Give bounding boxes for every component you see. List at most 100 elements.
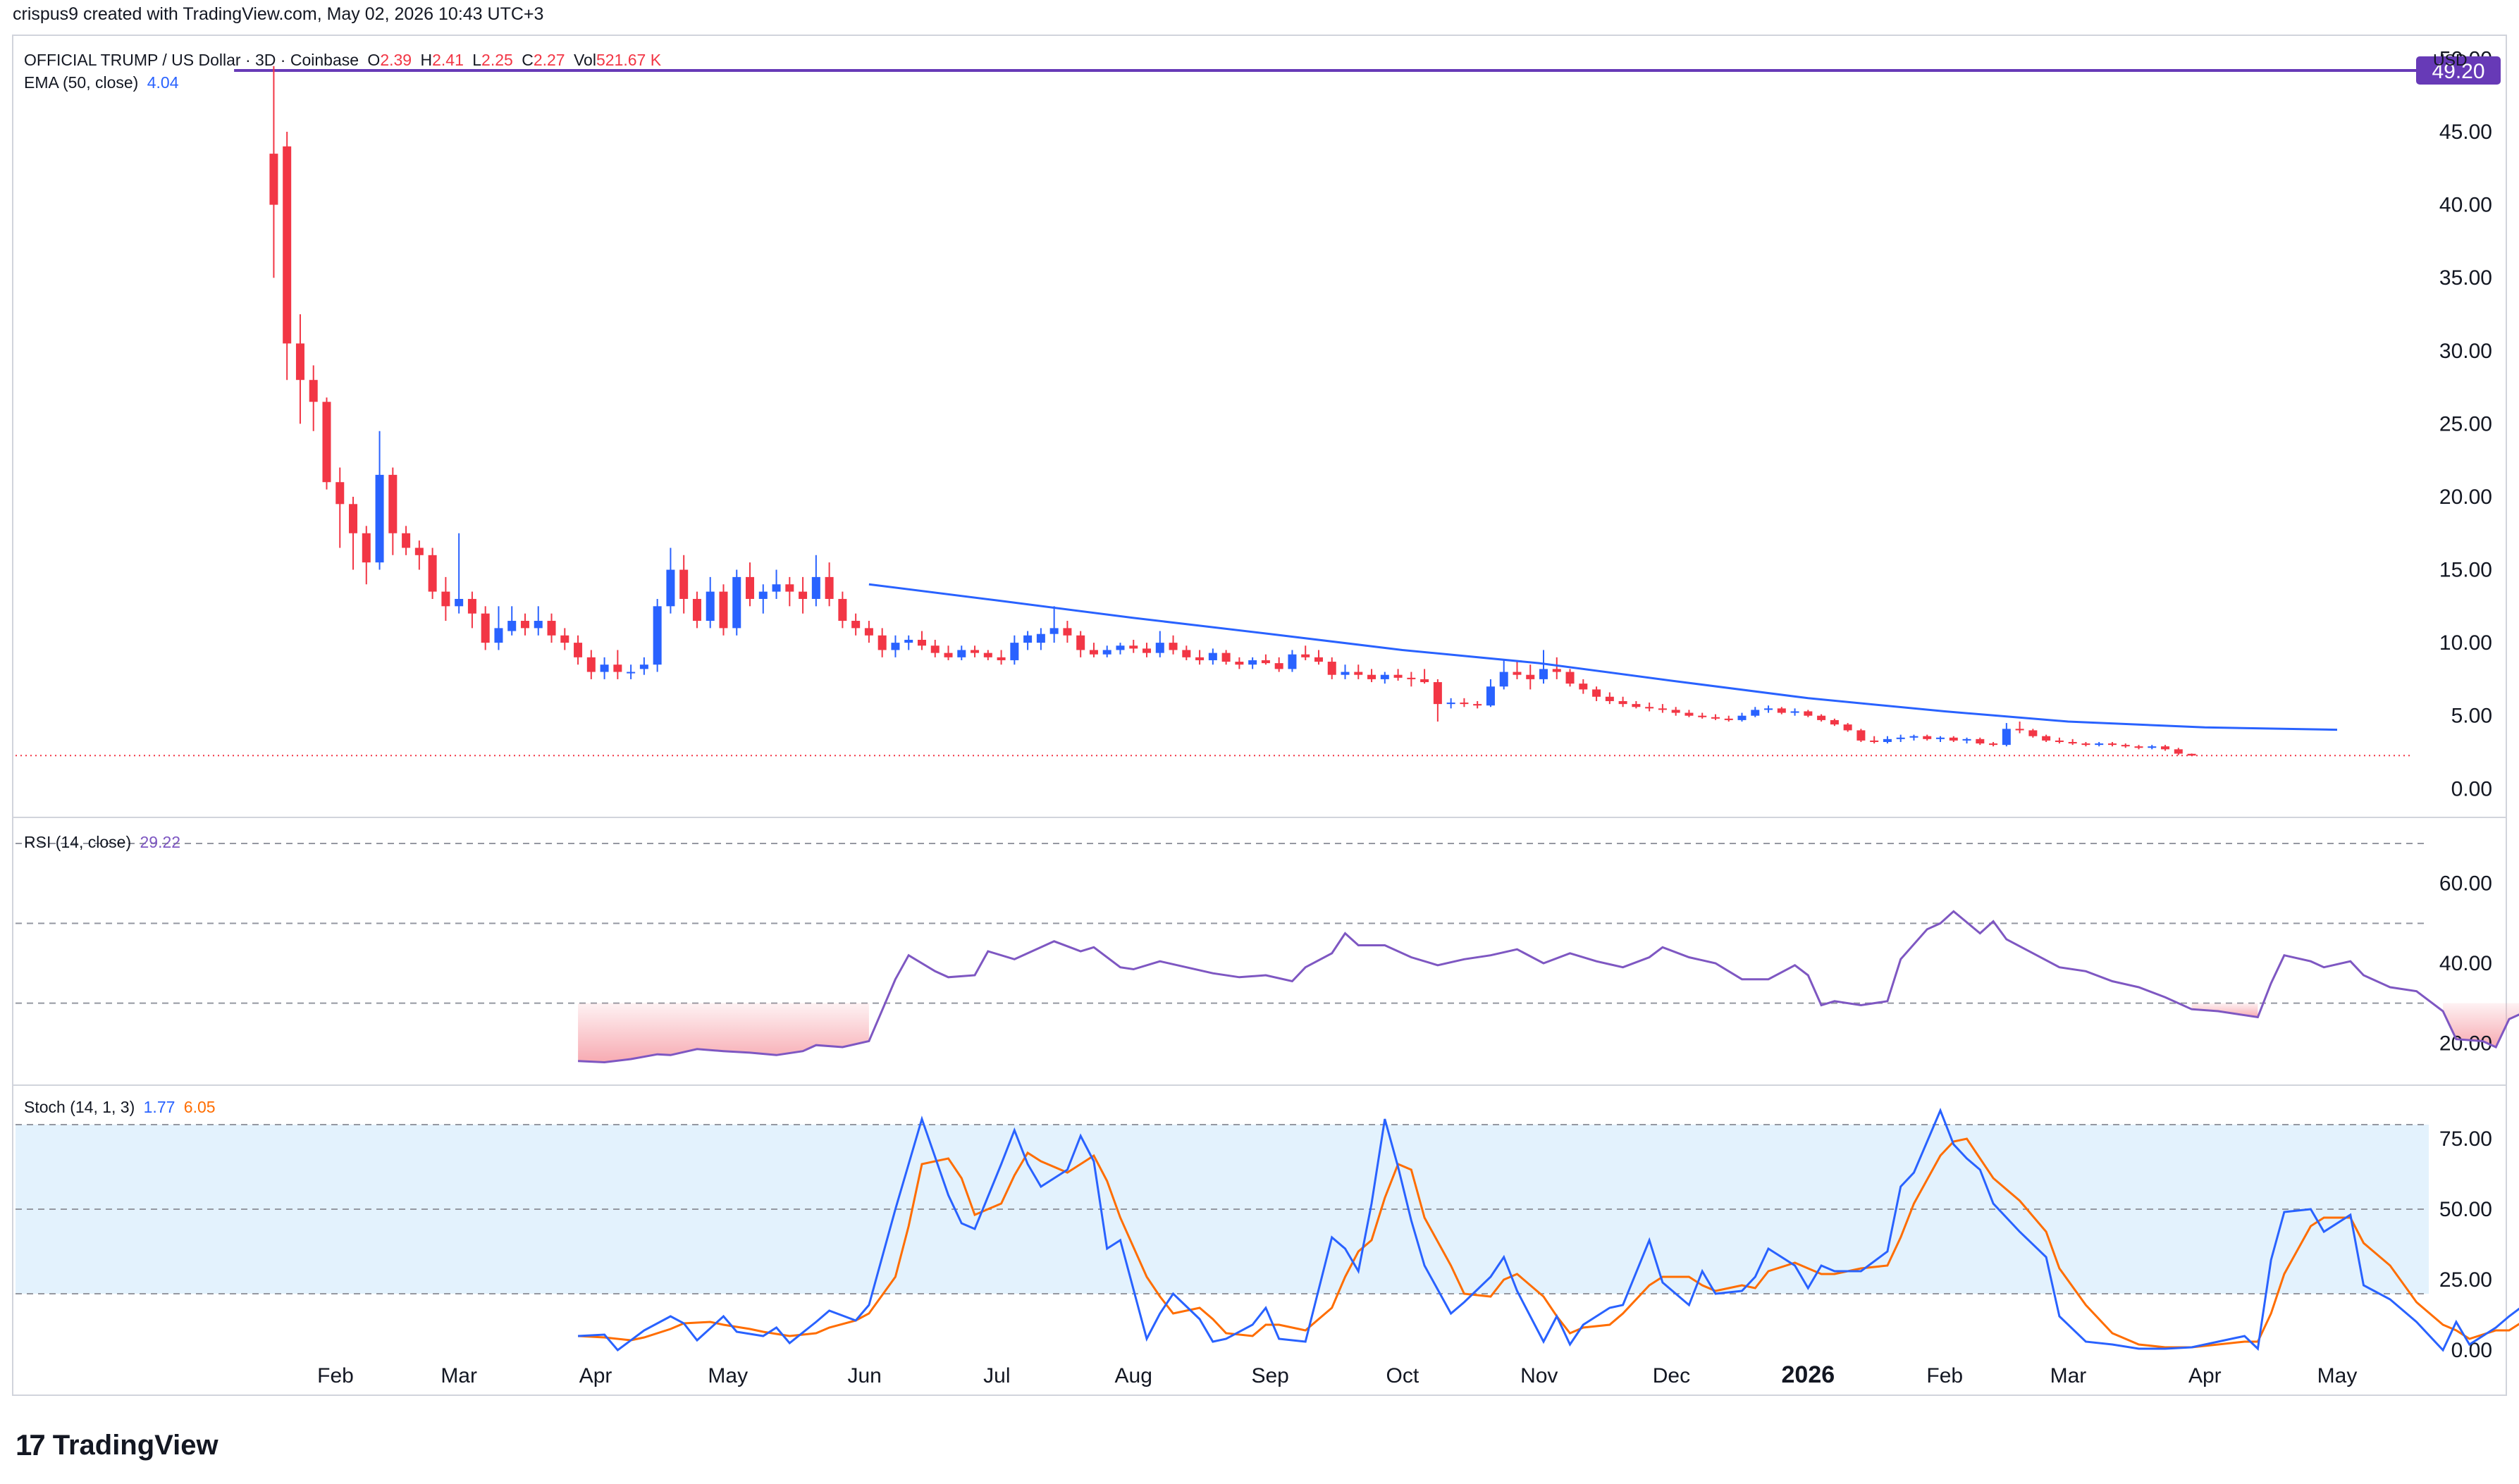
candle[interactable]	[402, 526, 411, 555]
candle[interactable]	[1949, 736, 1958, 742]
candle[interactable]	[2081, 741, 2090, 747]
candle[interactable]	[1380, 672, 1389, 684]
candle[interactable]	[838, 591, 847, 629]
candle[interactable]	[1539, 650, 1548, 684]
candle[interactable]	[349, 496, 358, 570]
candle[interactable]	[627, 664, 636, 679]
candle[interactable]	[1565, 669, 1575, 687]
candle[interactable]	[746, 562, 755, 607]
candle[interactable]	[2107, 741, 2117, 747]
rsi-label[interactable]: RSI (14, close)	[24, 833, 132, 851]
candle[interactable]	[1129, 639, 1138, 653]
candle[interactable]	[2187, 753, 2196, 756]
candle[interactable]	[1896, 734, 1905, 742]
candle[interactable]	[732, 569, 741, 636]
candle[interactable]	[1724, 715, 1733, 722]
candle[interactable]	[494, 606, 503, 650]
candle[interactable]	[362, 526, 371, 585]
candle[interactable]	[1737, 712, 1747, 722]
candle[interactable]	[1049, 606, 1059, 643]
candle[interactable]	[1301, 645, 1310, 660]
candle[interactable]	[534, 606, 543, 636]
candle[interactable]	[2134, 745, 2143, 750]
candle[interactable]	[1288, 650, 1297, 672]
candle[interactable]	[2174, 748, 2183, 755]
candle[interactable]	[653, 598, 662, 672]
candle[interactable]	[1195, 650, 1205, 665]
candle[interactable]	[864, 621, 873, 643]
candle[interactable]	[1632, 700, 1641, 709]
candle[interactable]	[1235, 657, 1244, 669]
candle[interactable]	[1698, 712, 1707, 719]
candle[interactable]	[1143, 643, 1152, 657]
candle[interactable]	[957, 645, 966, 660]
candle[interactable]	[1023, 631, 1033, 650]
candle[interactable]	[1089, 643, 1098, 657]
candle[interactable]	[639, 657, 648, 675]
candle[interactable]	[295, 314, 304, 424]
candle[interactable]	[785, 576, 794, 607]
candle[interactable]	[1618, 696, 1627, 707]
candle[interactable]	[1327, 657, 1336, 679]
candle[interactable]	[1936, 736, 1945, 742]
candle[interactable]	[560, 628, 569, 650]
candle[interactable]	[1751, 707, 1760, 717]
candle[interactable]	[971, 645, 980, 657]
candle[interactable]	[1883, 736, 1892, 744]
candle[interactable]	[1856, 729, 1866, 742]
candle[interactable]	[1169, 635, 1178, 655]
candle[interactable]	[811, 555, 820, 607]
candle[interactable]	[1341, 664, 1350, 679]
candle[interactable]	[2015, 721, 2024, 734]
candle[interactable]	[520, 613, 529, 636]
candle[interactable]	[1804, 710, 1813, 717]
candle[interactable]	[441, 576, 450, 622]
candle[interactable]	[1076, 631, 1085, 657]
candle[interactable]	[2148, 745, 2157, 750]
ema-label[interactable]: EMA (50, close)	[24, 73, 139, 92]
candle[interactable]	[1208, 648, 1217, 665]
candle[interactable]	[2042, 734, 2051, 742]
candle[interactable]	[1499, 660, 1508, 690]
candle[interactable]	[455, 533, 464, 614]
candle[interactable]	[1393, 669, 1403, 681]
stoch-label[interactable]: Stoch (14, 1, 3)	[24, 1098, 135, 1116]
candle[interactable]	[1063, 621, 1072, 643]
candle[interactable]	[679, 555, 689, 614]
candle[interactable]	[1976, 737, 1985, 746]
candle[interactable]	[1446, 698, 1455, 709]
candle[interactable]	[1777, 707, 1786, 715]
ema-line[interactable]	[868, 583, 2338, 731]
candle[interactable]	[1420, 669, 1429, 684]
candle[interactable]	[335, 467, 345, 548]
candle[interactable]	[1274, 657, 1283, 672]
candle[interactable]	[851, 613, 861, 636]
candle[interactable]	[2068, 738, 2077, 746]
candle[interactable]	[481, 606, 490, 650]
candle[interactable]	[1513, 660, 1522, 679]
candle[interactable]	[388, 467, 398, 555]
candle[interactable]	[1579, 679, 1588, 694]
candle[interactable]	[1486, 679, 1495, 707]
candle[interactable]	[1870, 736, 1879, 744]
symbol-name[interactable]: OFFICIAL TRUMP / US Dollar · 3D · Coinba…	[24, 51, 359, 69]
candle[interactable]	[917, 631, 926, 650]
candle[interactable]	[877, 628, 887, 657]
candle[interactable]	[1248, 657, 1257, 669]
candle[interactable]	[507, 606, 517, 636]
candle[interactable]	[2095, 741, 2104, 747]
candle[interactable]	[692, 591, 701, 629]
candle[interactable]	[1116, 643, 1125, 655]
candle[interactable]	[574, 635, 583, 665]
currency-label[interactable]: USD	[2433, 51, 2468, 69]
candle[interactable]	[1526, 664, 1535, 690]
candle[interactable]	[1909, 734, 1918, 741]
candle[interactable]	[1790, 708, 1799, 716]
candle[interactable]	[1407, 672, 1416, 687]
candle[interactable]	[1764, 705, 1773, 713]
candle[interactable]	[414, 540, 424, 570]
candle[interactable]	[891, 635, 900, 657]
candle[interactable]	[1221, 650, 1231, 665]
candle[interactable]	[283, 132, 292, 381]
